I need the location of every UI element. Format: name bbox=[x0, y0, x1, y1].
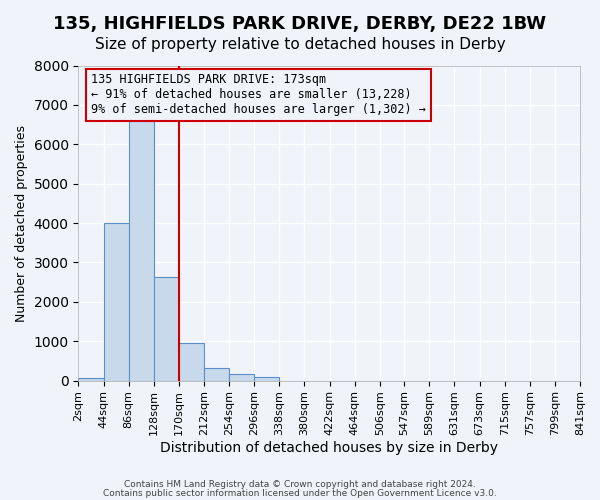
Bar bbox=[204, 368, 229, 380]
Bar bbox=[79, 378, 104, 380]
Bar bbox=[229, 374, 254, 380]
Bar bbox=[179, 343, 204, 380]
Text: Contains HM Land Registry data © Crown copyright and database right 2024.: Contains HM Land Registry data © Crown c… bbox=[124, 480, 476, 489]
X-axis label: Distribution of detached houses by size in Derby: Distribution of detached houses by size … bbox=[160, 441, 498, 455]
Y-axis label: Number of detached properties: Number of detached properties bbox=[15, 124, 28, 322]
Text: Contains public sector information licensed under the Open Government Licence v3: Contains public sector information licen… bbox=[103, 488, 497, 498]
Bar bbox=[154, 278, 179, 380]
Text: 135 HIGHFIELDS PARK DRIVE: 173sqm
← 91% of detached houses are smaller (13,228)
: 135 HIGHFIELDS PARK DRIVE: 173sqm ← 91% … bbox=[91, 74, 426, 116]
Text: 135, HIGHFIELDS PARK DRIVE, DERBY, DE22 1BW: 135, HIGHFIELDS PARK DRIVE, DERBY, DE22 … bbox=[53, 15, 547, 33]
Text: Size of property relative to detached houses in Derby: Size of property relative to detached ho… bbox=[95, 38, 505, 52]
Bar bbox=[104, 223, 128, 380]
Bar bbox=[254, 377, 279, 380]
Bar bbox=[128, 120, 154, 380]
